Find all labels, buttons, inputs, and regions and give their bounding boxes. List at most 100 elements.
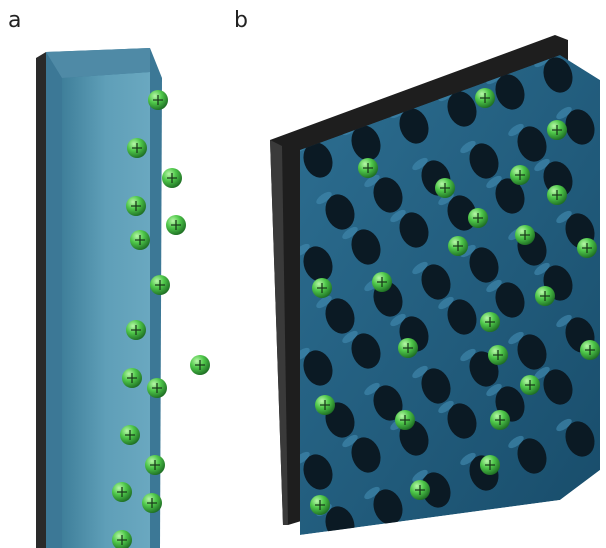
plus-sign (473, 213, 483, 223)
panel-label: a (8, 8, 21, 33)
pore (303, 142, 333, 178)
cation (315, 395, 335, 415)
cation (310, 495, 330, 515)
plus-sign (147, 498, 157, 508)
plus-sign (415, 485, 425, 495)
cation (480, 312, 500, 332)
ions (112, 88, 600, 548)
plus-sign (480, 93, 490, 103)
plus-sign (525, 380, 535, 390)
strut-highlight (316, 295, 332, 309)
strut-highlight (438, 400, 454, 414)
strut-highlight (342, 330, 358, 344)
cation (410, 480, 430, 500)
plus-sign (440, 183, 450, 193)
cation (166, 215, 186, 235)
cation (398, 338, 418, 358)
plus-sign (495, 415, 505, 425)
plus-sign (453, 241, 463, 251)
cation (490, 410, 510, 430)
cation (580, 340, 600, 360)
plus-sign (315, 500, 325, 510)
pore (325, 194, 355, 230)
pore (447, 91, 477, 127)
strut-highlight (460, 348, 476, 362)
pore (447, 403, 477, 439)
cation (475, 88, 495, 108)
plus-sign (195, 360, 205, 370)
strut-highlight (556, 314, 572, 328)
plus-sign (363, 163, 373, 173)
pore (303, 246, 333, 282)
strut-highlight (390, 313, 406, 327)
cation (112, 530, 132, 548)
plus-sign (320, 400, 330, 410)
plus-sign (132, 143, 142, 153)
pore (565, 109, 595, 145)
pore (421, 472, 451, 508)
cation (468, 208, 488, 228)
plus-sign (515, 170, 525, 180)
cation (126, 196, 146, 216)
cation (510, 165, 530, 185)
plus-sign (117, 535, 127, 545)
strut-highlight (316, 191, 332, 205)
pore (447, 299, 477, 335)
strut-highlight (486, 279, 502, 293)
plus-sign (493, 350, 503, 360)
cation (358, 158, 378, 178)
current-collector (36, 52, 46, 548)
cation (520, 375, 540, 395)
cation (112, 482, 132, 502)
strut-highlight (412, 261, 428, 275)
plus-sign (485, 317, 495, 327)
cation (547, 120, 567, 140)
plus-sign (171, 220, 181, 230)
strut-highlight (556, 210, 572, 224)
pore (303, 454, 333, 490)
cation (147, 378, 167, 398)
cation (312, 278, 332, 298)
planar-electrode (36, 48, 162, 548)
pore (373, 385, 403, 421)
strut-highlight (364, 486, 380, 500)
plus-sign (377, 277, 387, 287)
cation (190, 355, 210, 375)
pore (421, 264, 451, 300)
cation (435, 178, 455, 198)
pore (325, 298, 355, 334)
strut-highlight (508, 331, 524, 345)
plus-sign (400, 415, 410, 425)
plus-sign (582, 243, 592, 253)
strut-highlight (486, 383, 502, 397)
plus-sign (131, 201, 141, 211)
plus-sign (403, 343, 413, 353)
cation (126, 320, 146, 340)
plus-sign (485, 460, 495, 470)
plus-sign (540, 291, 550, 301)
pore (421, 368, 451, 404)
plus-sign (153, 95, 163, 105)
pore (351, 125, 381, 161)
strut-highlight (534, 366, 550, 380)
cation (488, 345, 508, 365)
cation (145, 455, 165, 475)
pore (399, 212, 429, 248)
plus-sign (520, 230, 530, 240)
strut-highlight (342, 226, 358, 240)
pore (373, 489, 403, 525)
pore (543, 57, 573, 93)
plus-sign (117, 487, 127, 497)
cation (372, 272, 392, 292)
cation (480, 455, 500, 475)
cation (142, 493, 162, 513)
strut-highlight (342, 434, 358, 448)
pore (495, 282, 525, 318)
strut-highlight (508, 435, 524, 449)
cation (122, 368, 142, 388)
strut-highlight (534, 158, 550, 172)
pore (543, 369, 573, 405)
pore (351, 229, 381, 265)
